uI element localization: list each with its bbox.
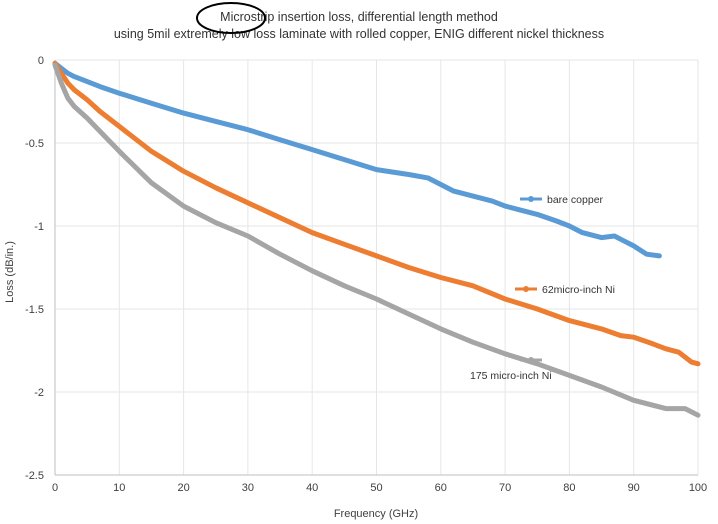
legend-marker-0 [528, 196, 534, 202]
legend-label-1: 62micro-inch Ni [542, 284, 615, 296]
x-axis-label: Frequency (GHz) [334, 508, 418, 520]
x-tick-label: 80 [563, 482, 575, 494]
x-tick-label: 0 [52, 482, 58, 494]
tick-labels: 0 10 20 30 40 50 60 70 80 90 100 0 -0.5 -1 -1.5 -2 -2.5 [25, 55, 707, 494]
legend-marker-1 [523, 286, 529, 292]
x-tick-label: 90 [628, 482, 640, 494]
series-line-2 [52, 62, 701, 418]
x-tick-label: 10 [113, 482, 125, 494]
grid [54, 59, 699, 476]
x-tick-label: 30 [242, 482, 254, 494]
series-line-0 [52, 60, 662, 259]
y-tick-label: -2 [34, 387, 44, 399]
legend-label-0: bare copper [547, 194, 604, 206]
y-axis-label: Loss (dB/in.) [4, 241, 16, 303]
legend: bare copper 62micro-inch Ni 175 micro-inch… [470, 194, 615, 382]
x-tick-label: 100 [689, 482, 707, 494]
legend-marker-2 [528, 357, 534, 363]
highlight-ellipse-annotation [196, 2, 266, 34]
x-tick-label: 70 [499, 482, 511, 494]
x-tick-label: 20 [177, 482, 189, 494]
legend-label-2: 175 micro-inch Ni [470, 370, 552, 382]
chart-subtitle: using 5mil extremely low loss laminate w… [113, 27, 605, 41]
y-tick-label: -2.5 [25, 470, 44, 482]
chart-title: Microstrip insertion loss, differential … [220, 10, 498, 24]
x-tick-label: 60 [435, 482, 447, 494]
series-line-1 [52, 60, 701, 367]
y-tick-label: -0.5 [25, 138, 44, 150]
x-tick-label: 40 [306, 482, 318, 494]
axes [54, 60, 698, 476]
y-tick-label: 0 [38, 55, 44, 67]
y-tick-label: -1 [34, 221, 44, 233]
series-lines [52, 60, 701, 418]
y-tick-label: -1.5 [25, 304, 44, 316]
x-tick-label: 50 [370, 482, 382, 494]
